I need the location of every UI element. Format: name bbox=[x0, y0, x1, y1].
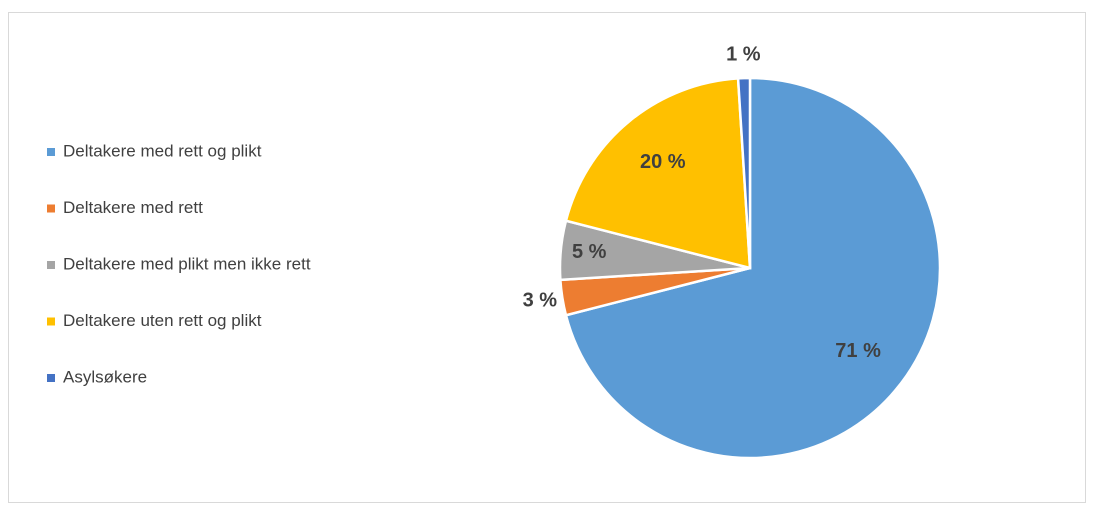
pie-slice bbox=[564, 76, 942, 460]
legend-swatch bbox=[47, 317, 55, 326]
data-label: 20 % bbox=[640, 151, 686, 173]
pie-slice bbox=[564, 77, 752, 270]
data-label: 3 % bbox=[523, 290, 558, 312]
data-label: 71 % bbox=[835, 340, 881, 362]
pie-slice bbox=[736, 76, 752, 269]
legend-label: Deltakere med rett og plikt bbox=[63, 141, 262, 160]
data-label: 1 % bbox=[726, 44, 761, 66]
legend-label: Deltakere uten rett og plikt bbox=[63, 311, 262, 330]
legend-label: Deltakere med rett bbox=[63, 198, 203, 217]
data-label: 5 % bbox=[572, 241, 607, 263]
legend-label: Asylsøkere bbox=[63, 367, 147, 386]
legend-swatch bbox=[47, 204, 55, 213]
legend-label: Deltakere med plikt men ikke rett bbox=[63, 254, 311, 273]
legend-swatch bbox=[47, 261, 55, 269]
legend-swatch bbox=[47, 148, 55, 156]
legend-swatch bbox=[47, 374, 55, 382]
